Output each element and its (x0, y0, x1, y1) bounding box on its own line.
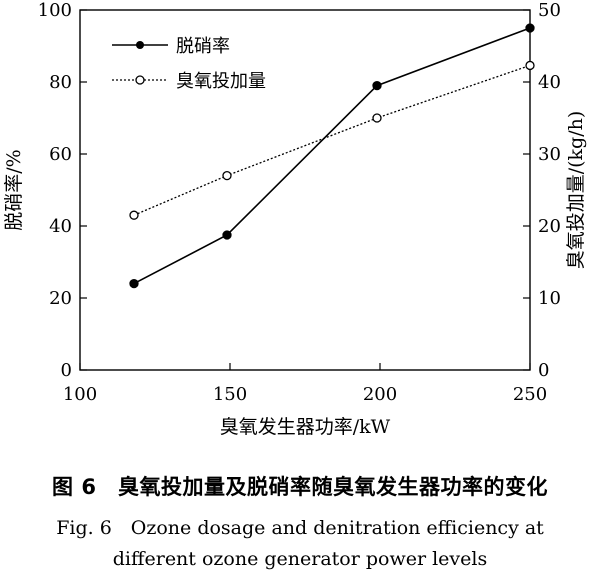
legend-label-denitration: 脱硝率 (176, 36, 230, 57)
y-right-tick-label: 0 (538, 360, 549, 381)
legend-marker-denitration (136, 41, 144, 49)
y-right-tick-label: 20 (538, 216, 561, 237)
legend-label-ozone: 臭氧投加量 (176, 71, 266, 92)
series-1-point (525, 60, 535, 71)
x-tick-label: 250 (513, 384, 547, 405)
y-left-tick-label: 0 (61, 360, 72, 381)
y-axis-right-label: 臭氧投加量/(kg/h) (565, 111, 587, 270)
figure-caption-en-line1: Fig. 6 Ozone dosage and denitration effi… (56, 517, 544, 539)
series-1-point (222, 170, 232, 181)
y-right-tick-label: 30 (538, 144, 561, 165)
x-tick-label: 200 (363, 384, 397, 405)
y-right-tick-label: 10 (538, 288, 561, 309)
series-0-point (372, 80, 382, 91)
series-line-1 (133, 64, 531, 216)
x-tick-label: 100 (63, 384, 97, 405)
y-left-tick-label: 60 (49, 144, 72, 165)
series-1-point (129, 210, 139, 220)
series-0-point (525, 23, 535, 33)
y-left-tick-label: 100 (38, 0, 72, 21)
y-axis-left-label: 脱硝率/% (3, 149, 25, 230)
series-line-0 (133, 27, 531, 285)
x-tick-label: 150 (213, 384, 247, 405)
legend: 脱硝率 臭氧投加量 (112, 36, 266, 92)
y-right-tick-label: 40 (538, 72, 561, 93)
x-axis-label: 臭氧发生器功率/kW (220, 416, 391, 438)
plot-frame (79, 9, 531, 371)
legend-marker-ozone (135, 75, 145, 85)
y-left-tick-label: 80 (49, 72, 72, 93)
series-0-point (129, 278, 139, 289)
y-left-tick-label: 20 (49, 288, 72, 309)
chart: 0 20 40 60 80 100 0 10 20 30 40 50 100 150 200 250 脱硝… (3, 0, 587, 438)
figure-caption-cn: 图 6 臭氧投加量及脱硝率随臭氧发生器功率的变化 (52, 475, 548, 499)
y-right-tick-label: 50 (538, 0, 561, 21)
figure-caption-en-line2: different ozone generator power levels (112, 548, 488, 570)
series-0-point (222, 230, 232, 240)
y-left-tick-label: 40 (49, 216, 72, 237)
series-1-point (372, 113, 382, 123)
